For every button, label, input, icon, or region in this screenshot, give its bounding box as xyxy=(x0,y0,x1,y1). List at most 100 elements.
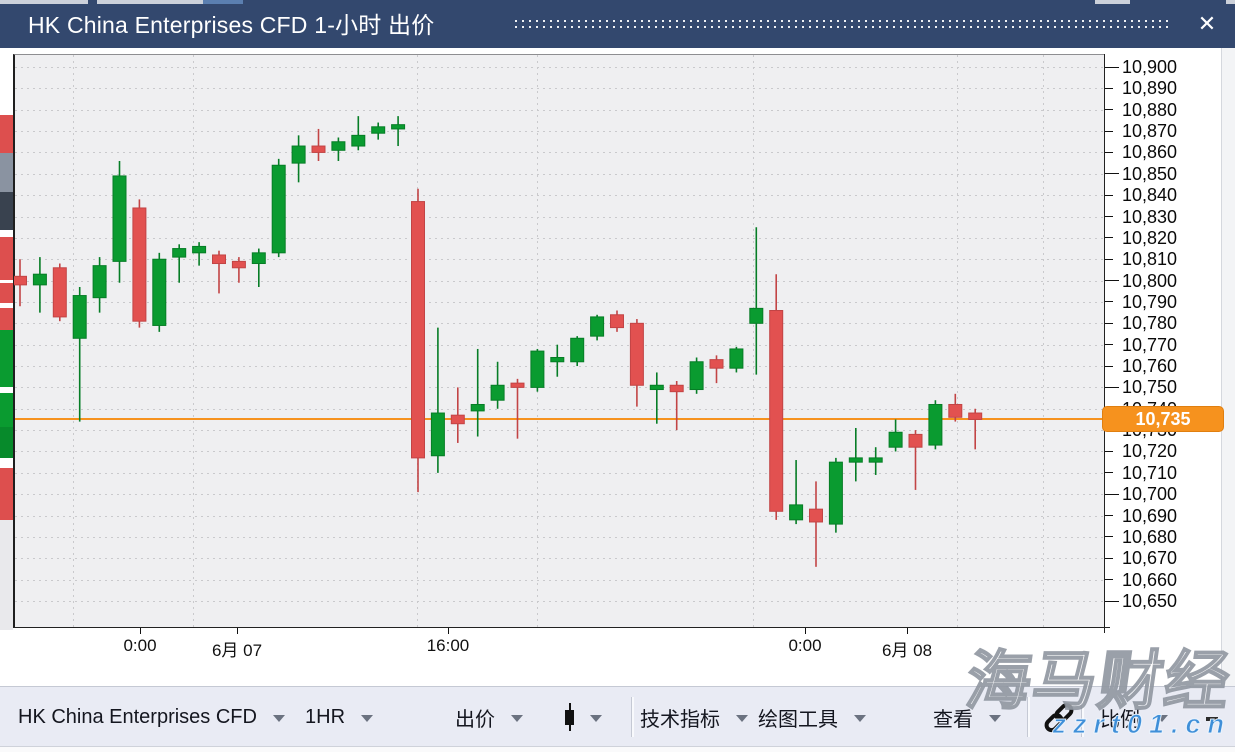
candlestick-series[interactable] xyxy=(14,55,1103,627)
price-tick xyxy=(1105,450,1113,452)
candlestick-plot[interactable] xyxy=(13,54,1104,628)
toolbar-item-label: 技术指标 xyxy=(640,708,720,731)
time-gridline xyxy=(957,55,958,627)
candle-body xyxy=(749,307,764,324)
price-tick xyxy=(1105,173,1119,175)
scale-menu[interactable]: 比例 xyxy=(1100,687,1168,747)
candle-body xyxy=(570,337,585,363)
price-label: 10,800 xyxy=(1122,270,1178,291)
link-button[interactable] xyxy=(1040,687,1078,747)
view-menu[interactable]: 查看 xyxy=(933,687,1001,747)
background-window-top-edge xyxy=(1095,0,1130,4)
toolbar-item-label: 绘图工具 xyxy=(758,708,838,731)
candle-body xyxy=(72,295,87,339)
price-tick xyxy=(1105,557,1113,559)
candle-body xyxy=(868,457,883,463)
price-tick xyxy=(1105,301,1113,303)
price-label: 10,810 xyxy=(1122,249,1178,270)
timeframe-selector[interactable]: 1HR xyxy=(305,687,374,747)
link-icon xyxy=(1044,703,1074,733)
price-label: 10,670 xyxy=(1122,548,1178,569)
price-tick xyxy=(1105,344,1113,346)
background-window-top-edge xyxy=(1226,0,1235,4)
candle-body xyxy=(789,504,804,521)
background-window-sliver xyxy=(0,468,13,520)
candle-body xyxy=(152,258,167,326)
price-label: 10,720 xyxy=(1122,441,1178,462)
time-label: 6月 08 xyxy=(881,641,933,660)
window-titlebar[interactable]: HK China Enterprises CFD 1-小时 出价 ✕ xyxy=(0,0,1235,48)
candle-body xyxy=(948,403,963,418)
indicators-menu[interactable]: 技术指标 xyxy=(640,687,748,747)
price-type-selector[interactable]: 出价 xyxy=(455,687,523,747)
background-window-sliver xyxy=(0,393,13,427)
candle-body xyxy=(470,403,485,412)
scrollbar-track[interactable] xyxy=(1221,48,1235,686)
price-label: 10,870 xyxy=(1122,121,1178,142)
drawing-tools-menu[interactable]: 绘图工具 xyxy=(758,687,866,747)
time-tick xyxy=(907,628,908,634)
price-gridline xyxy=(15,344,1103,346)
toolbar-separator xyxy=(1082,697,1084,737)
candle-body xyxy=(192,245,207,254)
candle-body xyxy=(271,164,286,254)
price-label: 10,840 xyxy=(1122,185,1178,206)
time-gridline xyxy=(73,55,74,627)
price-gridline xyxy=(15,387,1103,389)
price-label: 10,790 xyxy=(1122,291,1178,312)
candle-body xyxy=(968,412,983,420)
background-window-top-edge xyxy=(0,0,88,4)
time-tick xyxy=(448,628,449,634)
price-gridline xyxy=(15,216,1103,218)
instrument-selector[interactable]: HK China Enterprises CFD xyxy=(18,687,285,747)
chevron-down-icon xyxy=(989,715,1001,722)
titlebar-drag-handle[interactable] xyxy=(515,20,1173,30)
price-gridline xyxy=(15,366,1103,368)
price-label: 10,760 xyxy=(1122,356,1178,377)
chevron-down-icon xyxy=(590,715,602,722)
price-gridline xyxy=(15,494,1103,496)
time-label: 6月 07 xyxy=(211,641,263,660)
candle-body xyxy=(689,361,704,391)
price-gridline xyxy=(15,408,1103,410)
price-gridline xyxy=(15,109,1103,111)
candle-body xyxy=(411,201,425,459)
price-label: 10,690 xyxy=(1122,505,1178,526)
price-tick xyxy=(1105,130,1113,132)
time-gridline xyxy=(537,55,538,627)
candle-body xyxy=(32,273,47,286)
price-gridline xyxy=(15,237,1103,239)
price-gridline xyxy=(15,536,1103,538)
candle-body xyxy=(14,275,27,286)
price-gridline xyxy=(15,152,1103,154)
candle-body xyxy=(251,252,266,265)
candle-body xyxy=(828,461,843,525)
current-price-tag: 10,735 xyxy=(1102,406,1224,433)
candle-body xyxy=(231,260,246,269)
price-gridline xyxy=(15,451,1103,453)
candle-body xyxy=(331,141,346,151)
close-button[interactable]: ✕ xyxy=(1197,11,1217,36)
candle-body xyxy=(450,414,465,425)
candle-body xyxy=(848,457,863,463)
chart-type-selector[interactable] xyxy=(565,687,602,747)
candle-body xyxy=(371,126,386,134)
price-gridline xyxy=(15,280,1103,282)
candle-body xyxy=(291,145,306,164)
window-bottom-edge xyxy=(0,746,1235,752)
price-label: 10,890 xyxy=(1122,78,1178,99)
price-tick xyxy=(1105,579,1113,581)
candle-body xyxy=(311,145,326,153)
price-gridline xyxy=(15,67,1103,68)
background-window-sliver xyxy=(0,237,13,280)
price-gridline xyxy=(15,195,1103,197)
price-label: 10,700 xyxy=(1122,484,1178,505)
price-label: 10,830 xyxy=(1122,206,1178,227)
candle-body xyxy=(769,310,784,512)
price-tick xyxy=(1105,365,1113,367)
background-window-sliver xyxy=(0,192,13,230)
price-label: 10,880 xyxy=(1122,99,1178,120)
background-window-top-edge xyxy=(203,0,243,4)
price-label: 10,750 xyxy=(1122,377,1178,398)
